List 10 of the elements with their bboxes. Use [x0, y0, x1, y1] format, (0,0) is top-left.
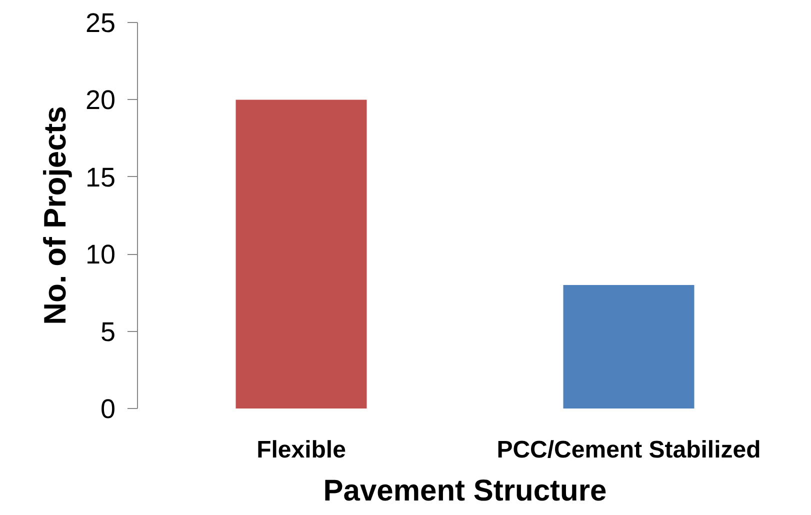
- y-axis-title: No. of Projects: [37, 106, 72, 325]
- x-axis-title: Pavement Structure: [323, 474, 607, 508]
- y-tick-label: 20: [85, 85, 116, 116]
- y-tick-label: 0: [100, 394, 116, 424]
- x-tick-label: Flexible: [256, 436, 346, 464]
- y-tick-label: 10: [85, 240, 116, 270]
- y-tick-label: 15: [85, 162, 116, 192]
- x-tick-label: PCC/Cement Stabilized: [496, 436, 761, 464]
- y-tick-label: 25: [85, 8, 116, 38]
- y-tick-label: 5: [100, 316, 116, 347]
